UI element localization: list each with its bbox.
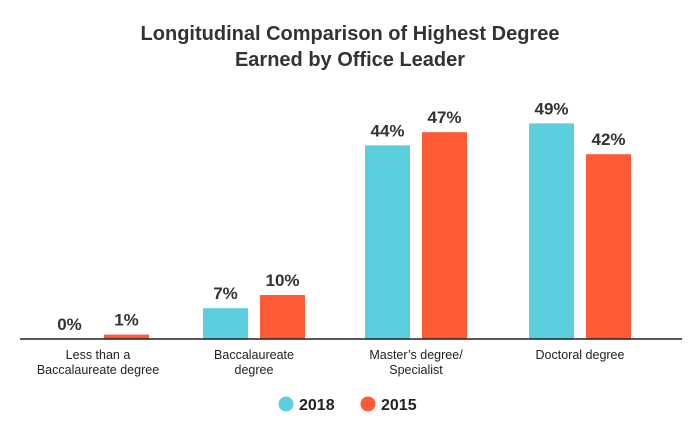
legend-swatch-2018 [278,396,294,412]
category-label-2-line-1: Specialist [389,363,443,377]
bar-2018-cat-2 [365,145,410,339]
legend-swatch-2015 [360,396,376,412]
bar-2018-cat-3 [529,123,574,340]
legend-label-2015: 2015 [381,397,417,414]
category-label-1-line-1: degree [235,363,274,377]
chart-title-line-1: Longitudinal Comparison of Highest Degre… [141,23,560,45]
data-label-2015-cat-0: 1% [114,311,139,330]
data-label-2015-cat-3: 42% [591,130,625,149]
bars-layer: 0% 1% 7% 10% 44% 47% 49% 42% [57,99,631,340]
data-label-2018-cat-0: 0% [57,315,82,334]
data-label-2018-cat-1: 7% [213,284,238,303]
bar-2015-cat-3 [586,154,631,339]
data-label-2018-cat-3: 49% [534,99,568,118]
legend: 2018 2015 [278,396,417,414]
category-label-1-line-0: Baccalaureate [214,348,294,362]
bar-2015-cat-1 [260,295,305,339]
category-label-3-line-0: Doctoral degree [536,348,625,362]
bar-2018-cat-1 [203,308,248,339]
data-label-2018-cat-2: 44% [370,121,404,140]
category-label-0-line-0: Less than a [66,348,131,362]
bar-2015-cat-2 [422,132,467,339]
legend-label-2018: 2018 [299,397,335,414]
category-label-2-line-0: Master’s degree/ [369,348,463,362]
data-label-2015-cat-2: 47% [427,108,461,127]
chart-title-line-2: Earned by Office Leader [235,49,465,71]
data-label-2015-cat-1: 10% [265,271,299,290]
bar-2015-cat-0 [104,334,149,339]
category-label-0-line-1: Baccalaureate degree [37,363,159,377]
